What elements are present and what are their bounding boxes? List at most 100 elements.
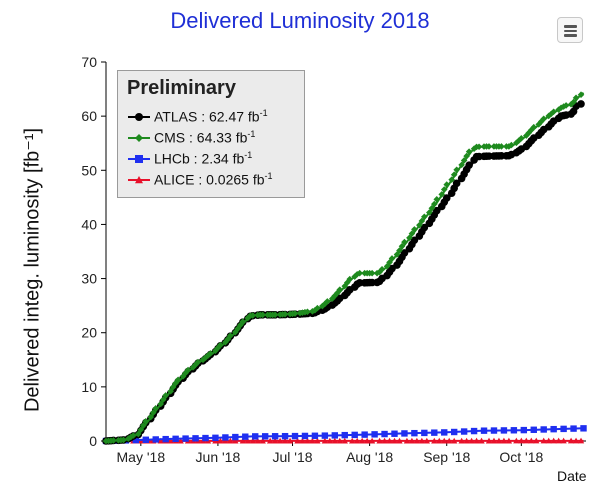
data-point-lhcb (331, 432, 339, 439)
data-point-alice (341, 437, 348, 444)
data-point-cms (169, 383, 177, 391)
data-point-alice (321, 437, 329, 444)
y-tick-label: 30 (81, 271, 97, 287)
data-point-cms (513, 139, 520, 147)
legend-item-alice[interactable]: ALICE : 0.0265 fb-1 (127, 169, 295, 190)
data-point-lhcb (540, 426, 547, 433)
data-point-cms (470, 145, 478, 153)
data-point-lhcb (222, 434, 229, 441)
data-point-lhcb (411, 429, 418, 437)
data-point-atlas (452, 179, 461, 188)
data-point-alice (478, 437, 485, 444)
data-point-cms (373, 269, 381, 277)
data-point-lhcb (490, 427, 498, 434)
data-point-cms (508, 141, 515, 149)
data-point-cms (421, 213, 428, 221)
data-point-cms (157, 400, 165, 408)
data-point-alice (244, 437, 251, 444)
legend-item-cms[interactable]: CMS : 64.33 fb-1 (127, 127, 295, 148)
data-point-cms (239, 318, 247, 325)
data-point-alice (259, 437, 266, 444)
data-point-cms (324, 298, 331, 305)
data-point-cms (577, 91, 585, 99)
data-point-alice (249, 437, 256, 444)
legend-label-atlas: ATLAS : 62.47 fb-1 (154, 108, 268, 125)
data-point-cms (378, 265, 386, 273)
data-point-lhcb (530, 426, 537, 433)
data-point-alice (227, 437, 234, 444)
legend-item-lhcb[interactable]: LHCb : 2.34 fb-1 (127, 148, 295, 169)
data-point-alice (468, 437, 475, 444)
data-point-alice (518, 437, 525, 444)
series-lhcb (102, 425, 587, 445)
x-tick-label: Sep '18 (423, 449, 470, 465)
data-point-cms (475, 143, 483, 151)
data-point-lhcb (281, 432, 289, 440)
x-axis-label: Date (557, 468, 587, 484)
data-point-cms (430, 200, 438, 208)
data-point-alice (500, 437, 508, 444)
x-tick-label: Jul '18 (273, 449, 313, 465)
data-point-alice (431, 437, 438, 444)
data-point-alice (540, 437, 547, 444)
data-point-cms (281, 310, 289, 318)
data-point-cms (217, 341, 224, 349)
data-point-alice (353, 437, 361, 444)
data-point-alice (331, 437, 339, 444)
data-point-cms (515, 137, 523, 144)
x-tick-label: Aug '18 (346, 449, 393, 465)
legend-title: Preliminary (127, 77, 236, 99)
legend: Preliminary ATLAS : 62.47 fb-1 CMS : 64.3… (117, 70, 305, 198)
data-point-lhcb (391, 430, 398, 437)
hamburger-icon-bar (564, 29, 577, 32)
data-point-cms (485, 143, 493, 150)
data-point-cms (314, 304, 321, 312)
data-point-alice (550, 437, 557, 444)
data-point-cms (207, 350, 214, 357)
data-point-alice (336, 437, 343, 444)
data-point-cms (304, 308, 311, 316)
legend-marker-lhcb (128, 154, 150, 163)
data-point-cms (346, 275, 354, 283)
data-point-cms (411, 226, 418, 233)
data-point-alice (413, 437, 421, 444)
data-point-cms (309, 308, 316, 315)
data-point-lhcb (361, 431, 368, 438)
data-point-lhcb (252, 433, 259, 440)
data-point-alice (577, 437, 585, 444)
data-point-cms (498, 143, 505, 150)
data-point-cms (438, 191, 446, 198)
data-point-alice (418, 437, 426, 444)
data-point-cms (426, 209, 433, 216)
data-point-cms (418, 217, 426, 225)
data-point-alice (294, 437, 301, 444)
data-point-cms (428, 204, 436, 212)
data-point-cms (336, 286, 344, 293)
data-point-cms (140, 422, 147, 429)
series-layer (102, 91, 587, 445)
data-point-alice (376, 437, 383, 444)
data-point-atlas (400, 249, 409, 257)
data-point-alice (473, 437, 480, 444)
data-point-cms (192, 361, 199, 369)
data-point-alice (528, 437, 535, 444)
data-point-alice (572, 437, 580, 444)
data-point-alice (441, 437, 448, 444)
data-point-cms (127, 433, 135, 441)
data-point-alice (545, 437, 552, 444)
data-point-lhcb (371, 431, 378, 438)
data-point-lhcb (470, 427, 478, 435)
data-point-cms (167, 387, 174, 395)
data-point-cms (408, 230, 416, 237)
legend-item-atlas[interactable]: ATLAS : 62.47 fb-1 (127, 106, 295, 127)
data-point-cms (222, 338, 229, 346)
chart-menu-button[interactable] (557, 17, 583, 43)
data-point-lhcb (341, 431, 348, 439)
data-point-cms (319, 302, 326, 310)
data-point-cms (259, 311, 266, 319)
data-point-lhcb (152, 436, 159, 443)
y-tick-label: 70 (81, 54, 97, 70)
data-point-lhcb (301, 432, 309, 440)
data-point-cms (184, 366, 192, 374)
data-point-alice (304, 437, 311, 444)
